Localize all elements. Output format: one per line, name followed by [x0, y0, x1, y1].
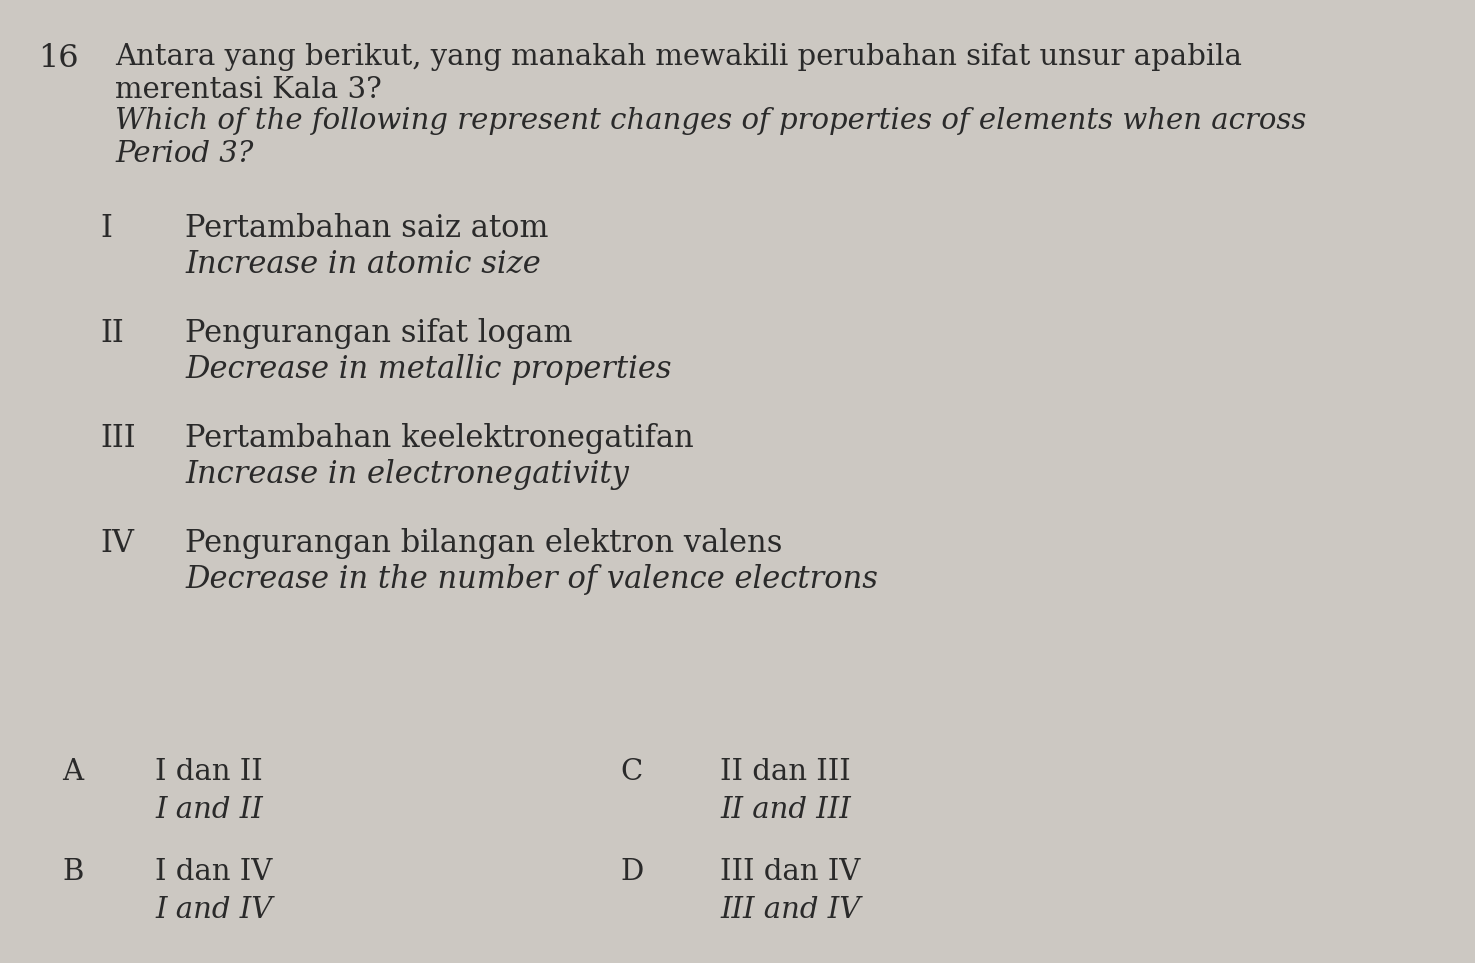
- Text: D: D: [620, 858, 643, 886]
- Text: Antara yang berikut, yang manakah mewakili perubahan sifat unsur apabila: Antara yang berikut, yang manakah mewaki…: [115, 43, 1242, 71]
- Text: merentasi Kala 3?: merentasi Kala 3?: [115, 76, 382, 104]
- Text: Increase in atomic size: Increase in atomic size: [184, 249, 541, 280]
- Text: I: I: [100, 213, 112, 244]
- Text: III and IV: III and IV: [720, 896, 860, 924]
- Text: 16: 16: [38, 43, 78, 74]
- Text: Decrease in the number of valence electrons: Decrease in the number of valence electr…: [184, 564, 878, 595]
- Text: Decrease in metallic properties: Decrease in metallic properties: [184, 354, 671, 385]
- Text: I and IV: I and IV: [155, 896, 273, 924]
- Text: Which of the following represent changes of properties of elements when across: Which of the following represent changes…: [115, 107, 1307, 135]
- Text: I and II: I and II: [155, 796, 263, 824]
- Text: C: C: [620, 758, 642, 786]
- Text: Increase in electronegativity: Increase in electronegativity: [184, 459, 628, 490]
- Text: I dan II: I dan II: [155, 758, 263, 786]
- Text: Period 3?: Period 3?: [115, 140, 254, 168]
- Text: III: III: [100, 423, 136, 454]
- Text: A: A: [62, 758, 83, 786]
- Text: IV: IV: [100, 528, 134, 559]
- Text: II: II: [100, 318, 124, 349]
- Text: III dan IV: III dan IV: [720, 858, 860, 886]
- Text: II and III: II and III: [720, 796, 851, 824]
- Text: I dan IV: I dan IV: [155, 858, 273, 886]
- Text: B: B: [62, 858, 84, 886]
- Text: Pertambahan saiz atom: Pertambahan saiz atom: [184, 213, 549, 244]
- Text: Pengurangan bilangan elektron valens: Pengurangan bilangan elektron valens: [184, 528, 783, 559]
- Text: II dan III: II dan III: [720, 758, 851, 786]
- Text: Pertambahan keelektronegatifan: Pertambahan keelektronegatifan: [184, 423, 693, 454]
- Text: Pengurangan sifat logam: Pengurangan sifat logam: [184, 318, 572, 349]
